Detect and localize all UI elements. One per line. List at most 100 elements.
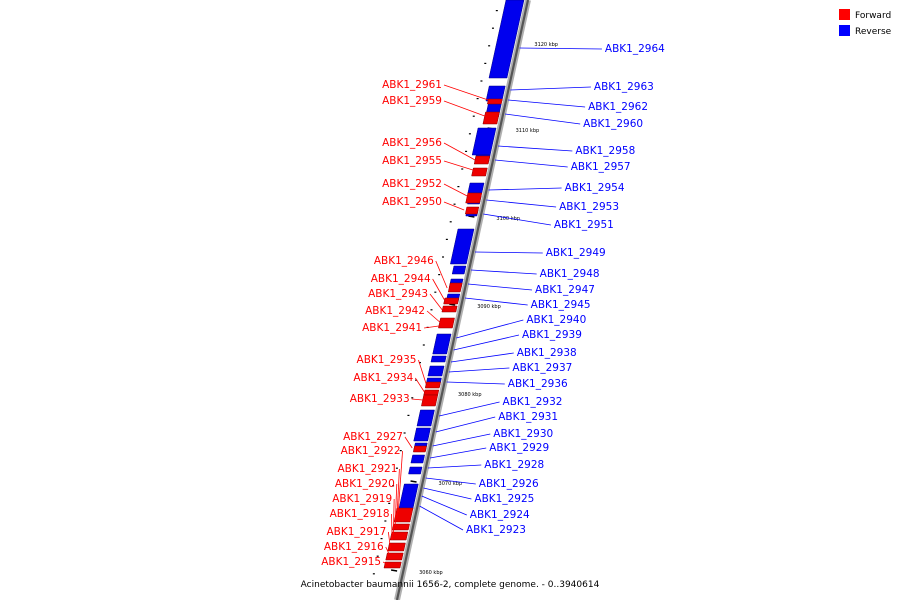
scale-tick-label: 3060 kbp <box>419 570 443 576</box>
forward-gene-label: ABK1_2955 <box>382 155 442 167</box>
forward-gene <box>413 445 427 453</box>
reverse-gene <box>485 85 506 102</box>
reverse-gene-label: ABK1_2932 <box>503 396 563 408</box>
minor-tick <box>461 168 464 170</box>
forward-gene-label: ABK1_2917 <box>326 526 386 538</box>
forward-gene-label: ABK1_2941 <box>362 322 422 334</box>
forward-gene <box>423 389 440 396</box>
forward-leader-line <box>397 450 403 513</box>
minor-tick <box>465 150 468 152</box>
reverse-gene-label: ABK1_2949 <box>546 247 606 259</box>
reverse-leader-line <box>425 477 476 485</box>
forward-leader-line <box>387 531 391 549</box>
forward-gene <box>447 282 463 293</box>
reverse-leader-line <box>435 416 496 433</box>
forward-gene-label: ABK1_2919 <box>332 493 392 505</box>
reverse-leader-line <box>519 47 602 50</box>
forward-leader-line <box>385 546 390 555</box>
reverse-gene-label: ABK1_2925 <box>474 493 534 505</box>
forward-leader-line <box>418 359 427 385</box>
reverse-leader-line <box>421 495 467 516</box>
forward-gene-label: ABK1_2950 <box>382 196 442 208</box>
forward-gene <box>385 552 404 561</box>
forward-gene-label: ABK1_2935 <box>357 354 417 366</box>
forward-gene-label: ABK1_2916 <box>324 541 384 553</box>
minor-tick <box>484 62 487 64</box>
forward-gene-label: ABK1_2946 <box>374 255 434 267</box>
reverse-gene <box>432 333 452 355</box>
minor-tick <box>457 186 460 188</box>
reverse-gene-label: ABK1_2926 <box>479 478 539 490</box>
reverse-leader-line <box>450 352 514 363</box>
forward-leader-line <box>394 483 398 527</box>
forward-leader-line <box>411 398 423 401</box>
scale-tick <box>410 480 417 483</box>
reverse-leader-line <box>439 401 500 417</box>
scale-tick-label: 3090 kbp <box>477 304 501 310</box>
reverse-leader-line <box>498 145 573 152</box>
forward-gene-label: ABK1_2943 <box>368 288 428 300</box>
scale-tick-label: 3080 kbp <box>458 392 482 398</box>
reverse-leader-line <box>510 86 591 91</box>
forward-gene <box>443 297 460 305</box>
forward-gene-label: ABK1_2952 <box>382 178 442 190</box>
reverse-gene-label: ABK1_2929 <box>489 442 549 454</box>
minor-tick <box>491 27 494 29</box>
reverse-leader-line <box>486 199 557 208</box>
minor-tick <box>476 98 479 100</box>
forward-gene <box>383 561 402 569</box>
forward-leader-line <box>396 468 400 519</box>
reverse-leader-line <box>495 159 568 168</box>
reverse-gene-label: ABK1_2957 <box>571 161 631 173</box>
forward-leader-line <box>393 498 395 535</box>
gene-features <box>383 0 525 569</box>
reverse-leader-line <box>427 464 482 469</box>
reverse-leader-line <box>423 487 472 500</box>
minor-tick <box>392 485 395 487</box>
forward-gene <box>441 305 458 313</box>
forward-gene-label: ABK1_2961 <box>382 79 442 91</box>
forward-gene-label: ABK1_2959 <box>382 95 442 107</box>
reverse-gene <box>488 0 525 79</box>
forward-leader-line <box>443 160 474 171</box>
scale-tick <box>390 569 398 572</box>
minor-tick <box>388 502 391 504</box>
legend-forward-label: Forward <box>855 11 891 21</box>
forward-leader-line <box>426 310 440 323</box>
reverse-gene-label: ABK1_2938 <box>517 347 577 359</box>
minor-tick <box>445 238 448 240</box>
forward-leader-line <box>432 278 445 301</box>
reverse-leader-line <box>488 187 562 191</box>
minor-tick <box>399 450 402 452</box>
reverse-leader-line <box>456 319 524 339</box>
legend-forward-swatch <box>839 9 850 20</box>
forward-gene-label: ABK1_2918 <box>330 508 390 520</box>
minor-tick <box>468 133 471 135</box>
reverse-gene <box>450 228 475 265</box>
forward-gene <box>486 98 503 105</box>
legend-reverse-swatch <box>839 25 850 36</box>
reverse-leader-line <box>446 381 505 385</box>
reverse-gene-label: ABK1_2947 <box>535 284 595 296</box>
reverse-gene <box>430 355 447 363</box>
reverse-leader-line <box>419 505 464 531</box>
reverse-leader-line <box>483 213 551 226</box>
reverse-leader-line <box>432 433 491 447</box>
gene-labels: ABK1_2964 ABK1_2963 ABK1_2962 ABK1_2960 ABK1… <box>321 43 665 568</box>
reverse-gene <box>451 265 467 275</box>
reverse-leader-line <box>429 447 487 459</box>
minor-tick <box>395 467 398 469</box>
forward-gene <box>464 206 480 215</box>
genome-backbone <box>394 0 531 600</box>
forward-gene-label: ABK1_2922 <box>341 445 401 457</box>
reverse-gene-label: ABK1_2962 <box>588 101 648 113</box>
label-leader-lines <box>382 47 602 565</box>
forward-gene-label: ABK1_2915 <box>321 556 381 568</box>
reverse-gene-label: ABK1_2930 <box>493 428 553 440</box>
reverse-gene-label: ABK1_2937 <box>512 362 572 374</box>
forward-leader-line <box>443 84 489 101</box>
forward-gene <box>421 394 439 407</box>
reverse-gene-label: ABK1_2963 <box>594 81 654 93</box>
scale-tick-label: 3110 kbp <box>516 128 540 134</box>
minor-tick <box>438 274 441 276</box>
